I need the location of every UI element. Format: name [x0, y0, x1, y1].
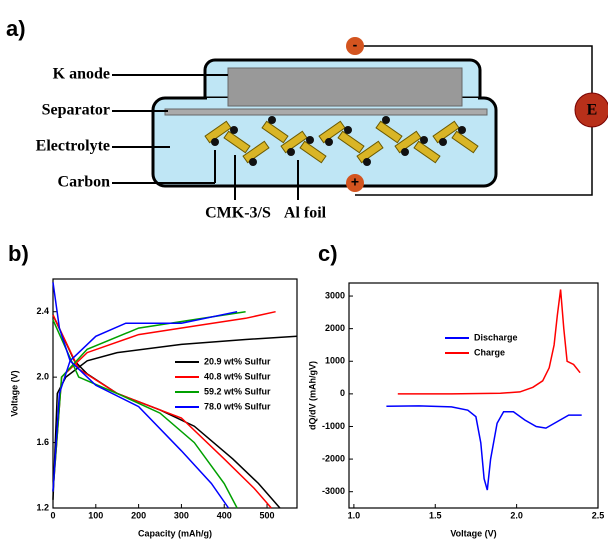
- bottom-label: Al foil: [284, 205, 327, 222]
- carbon-rods: [204, 116, 479, 166]
- sulfur-ball: [306, 136, 314, 144]
- sulfur-ball: [363, 158, 371, 166]
- rod: [242, 140, 270, 164]
- sulfur-ball: [230, 126, 238, 134]
- rod: [451, 130, 479, 154]
- part-label: Electrolyte: [36, 138, 110, 155]
- sulfur-ball: [458, 126, 466, 134]
- y-tick-label: 2000: [325, 323, 345, 333]
- terminal-label: +: [351, 174, 359, 190]
- legend-label: Discharge: [474, 332, 518, 342]
- source-label: E: [587, 102, 598, 119]
- terminal: [346, 37, 364, 55]
- diagram: a) - + E K anode Separator Electrolyte C…: [6, 16, 608, 222]
- x-tick-label: 100: [88, 510, 103, 520]
- rod: [223, 130, 251, 154]
- separator: [164, 108, 488, 116]
- y-tick-label: 0: [340, 388, 345, 398]
- y-tick-label: 1.6: [36, 437, 49, 447]
- source: [574, 92, 608, 128]
- legend-label: 59.2 wt% Sulfur: [204, 386, 271, 396]
- legend-label: 20.9 wt% Sulfur: [204, 356, 271, 366]
- x-tick-label: 1.5: [429, 510, 442, 520]
- part-label: Carbon: [58, 174, 111, 191]
- rod: [318, 120, 346, 144]
- y-tick-label: 2.0: [36, 372, 49, 382]
- x-tick-label: 200: [131, 510, 146, 520]
- part-label: Separator: [42, 102, 110, 119]
- terminal: [346, 174, 364, 192]
- legend-label: 78.0 wt% Sulfur: [204, 401, 271, 411]
- sulfur-ball: [325, 138, 333, 146]
- y-tick-label: -2000: [322, 453, 345, 463]
- x-tick-label: 1.0: [348, 510, 361, 520]
- legend-label: Charge: [474, 347, 505, 357]
- rod: [413, 140, 441, 164]
- x-tick-label: 500: [260, 510, 275, 520]
- rod: [375, 120, 403, 144]
- data-line: [52, 282, 238, 509]
- anode: [227, 67, 463, 107]
- sulfur-ball: [211, 138, 219, 146]
- sulfur-ball: [382, 116, 390, 124]
- y-tick-label: 1000: [325, 356, 345, 366]
- rod: [432, 120, 460, 144]
- x-tick-label: 2.0: [510, 510, 523, 520]
- plot-frame: [348, 282, 599, 509]
- sulfur-ball: [344, 126, 352, 134]
- part-label: K anode: [53, 66, 110, 83]
- sulfur-ball: [268, 116, 276, 124]
- y-tick-label: 3000: [325, 290, 345, 300]
- y-axis-label: Voltage (V): [9, 370, 19, 416]
- rod: [280, 130, 308, 154]
- sulfur-ball: [249, 158, 257, 166]
- x-axis-label: Capacity (mAh/g): [138, 528, 212, 538]
- x-axis-label: Voltage (V): [450, 528, 496, 538]
- sulfur-ball: [287, 148, 295, 156]
- panel-label: a): [6, 16, 26, 41]
- panel-label: b): [8, 241, 29, 266]
- sulfur-ball: [401, 148, 409, 156]
- terminal-label: -: [353, 37, 358, 53]
- bottom-label: CMK-3/S: [205, 205, 271, 222]
- y-tick-label: 1.2: [36, 502, 49, 512]
- leader-lines: [112, 74, 299, 200]
- rod: [299, 140, 327, 164]
- legend-label: 40.8 wt% Sulfur: [204, 371, 271, 381]
- y-tick-label: 2.4: [36, 306, 49, 316]
- y-tick-label: -3000: [322, 486, 345, 496]
- data-line: [386, 405, 582, 491]
- data-line: [52, 314, 298, 509]
- sulfur-ball: [439, 138, 447, 146]
- rod: [204, 120, 232, 144]
- x-tick-label: 300: [174, 510, 189, 520]
- rod: [337, 130, 365, 154]
- x-tick-label: 0: [50, 510, 55, 520]
- sulfur-ball: [420, 136, 428, 144]
- x-tick-label: 400: [217, 510, 232, 520]
- panel-label: c): [318, 241, 338, 266]
- data-line: [397, 289, 581, 395]
- plot-frame: [52, 278, 298, 509]
- y-axis-label: dQ/dV (mAh/gV): [307, 361, 317, 430]
- x-tick-label: 2.5: [592, 510, 605, 520]
- rod: [356, 140, 384, 164]
- rod: [394, 130, 422, 154]
- y-tick-label: -1000: [322, 421, 345, 431]
- rod: [261, 120, 289, 144]
